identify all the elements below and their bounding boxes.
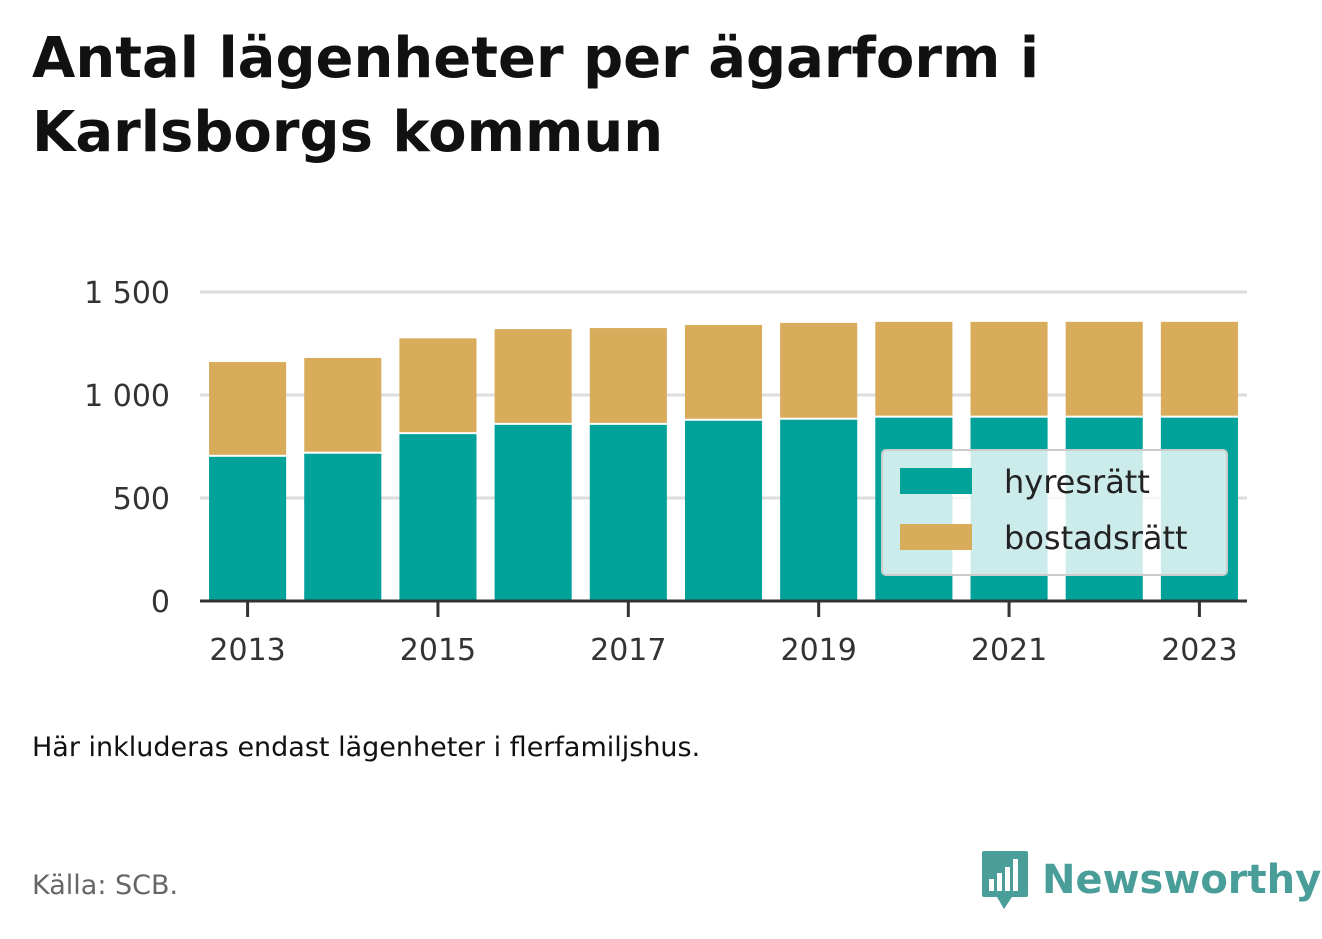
source-credit: Källa: SCB. (32, 870, 179, 901)
chart-title: Antal lägenheter per ägarform i Karlsbor… (32, 26, 1040, 165)
bar-bostadsratt-2023 (1160, 321, 1238, 416)
brand-logo: Newsworthy (980, 848, 1321, 912)
y-tick-label: 500 (113, 482, 170, 517)
bar-bostadsratt-2021 (970, 321, 1048, 416)
bar-hyresratt-2013 (209, 456, 287, 601)
bar-hyresratt-2018 (684, 420, 763, 601)
bar-hyresratt-2016 (494, 424, 572, 601)
bar-bostadsratt-2019 (780, 322, 858, 418)
bar-bostadsratt-2013 (209, 362, 287, 455)
bar-bostadsratt-2015 (399, 338, 477, 433)
legend-label-hyresratt: hyresrätt (1004, 463, 1150, 501)
x-tick-label: 2023 (1161, 633, 1237, 668)
bar-bostadsratt-2014 (304, 357, 382, 452)
bar-layer (209, 321, 1238, 601)
bar-hyresratt-2017 (589, 424, 667, 601)
y-tick-label: 1 500 (84, 276, 170, 311)
x-tick-label: 2015 (400, 633, 476, 668)
bar-chart-speech-bubble-icon (982, 851, 1028, 909)
y-axis: 0 500 1 000 1 500 (84, 276, 170, 620)
bar-hyresratt-2015 (399, 434, 477, 601)
x-tick-label: 2013 (209, 633, 285, 668)
x-tick-label: 2021 (971, 633, 1047, 668)
legend-swatch-hyresratt (900, 468, 972, 494)
legend-swatch-bostadsratt (900, 524, 972, 550)
bar-hyresratt-2014 (304, 453, 382, 601)
chart-note: Här inkluderas endast lägenheter i flerf… (32, 732, 701, 763)
y-tick-label: 1 000 (84, 379, 170, 414)
bar-bostadsratt-2016 (494, 329, 572, 423)
legend: hyresrätt bostadsrätt (881, 449, 1228, 576)
bar-bostadsratt-2018 (684, 324, 763, 419)
bar-bostadsratt-2022 (1065, 321, 1143, 416)
brand-name: Newsworthy (1042, 857, 1322, 903)
x-tick-label: 2017 (590, 633, 666, 668)
bar-hyresratt-2019 (780, 419, 858, 601)
y-tick-label: 0 (151, 585, 170, 620)
x-axis: 2013 2015 2017 2019 2021 2023 (200, 599, 1247, 668)
bar-bostadsratt-2017 (589, 328, 667, 423)
bar-bostadsratt-2020 (875, 321, 953, 416)
legend-label-bostadsratt: bostadsrätt (1004, 519, 1188, 557)
x-tick-label: 2019 (781, 633, 857, 668)
